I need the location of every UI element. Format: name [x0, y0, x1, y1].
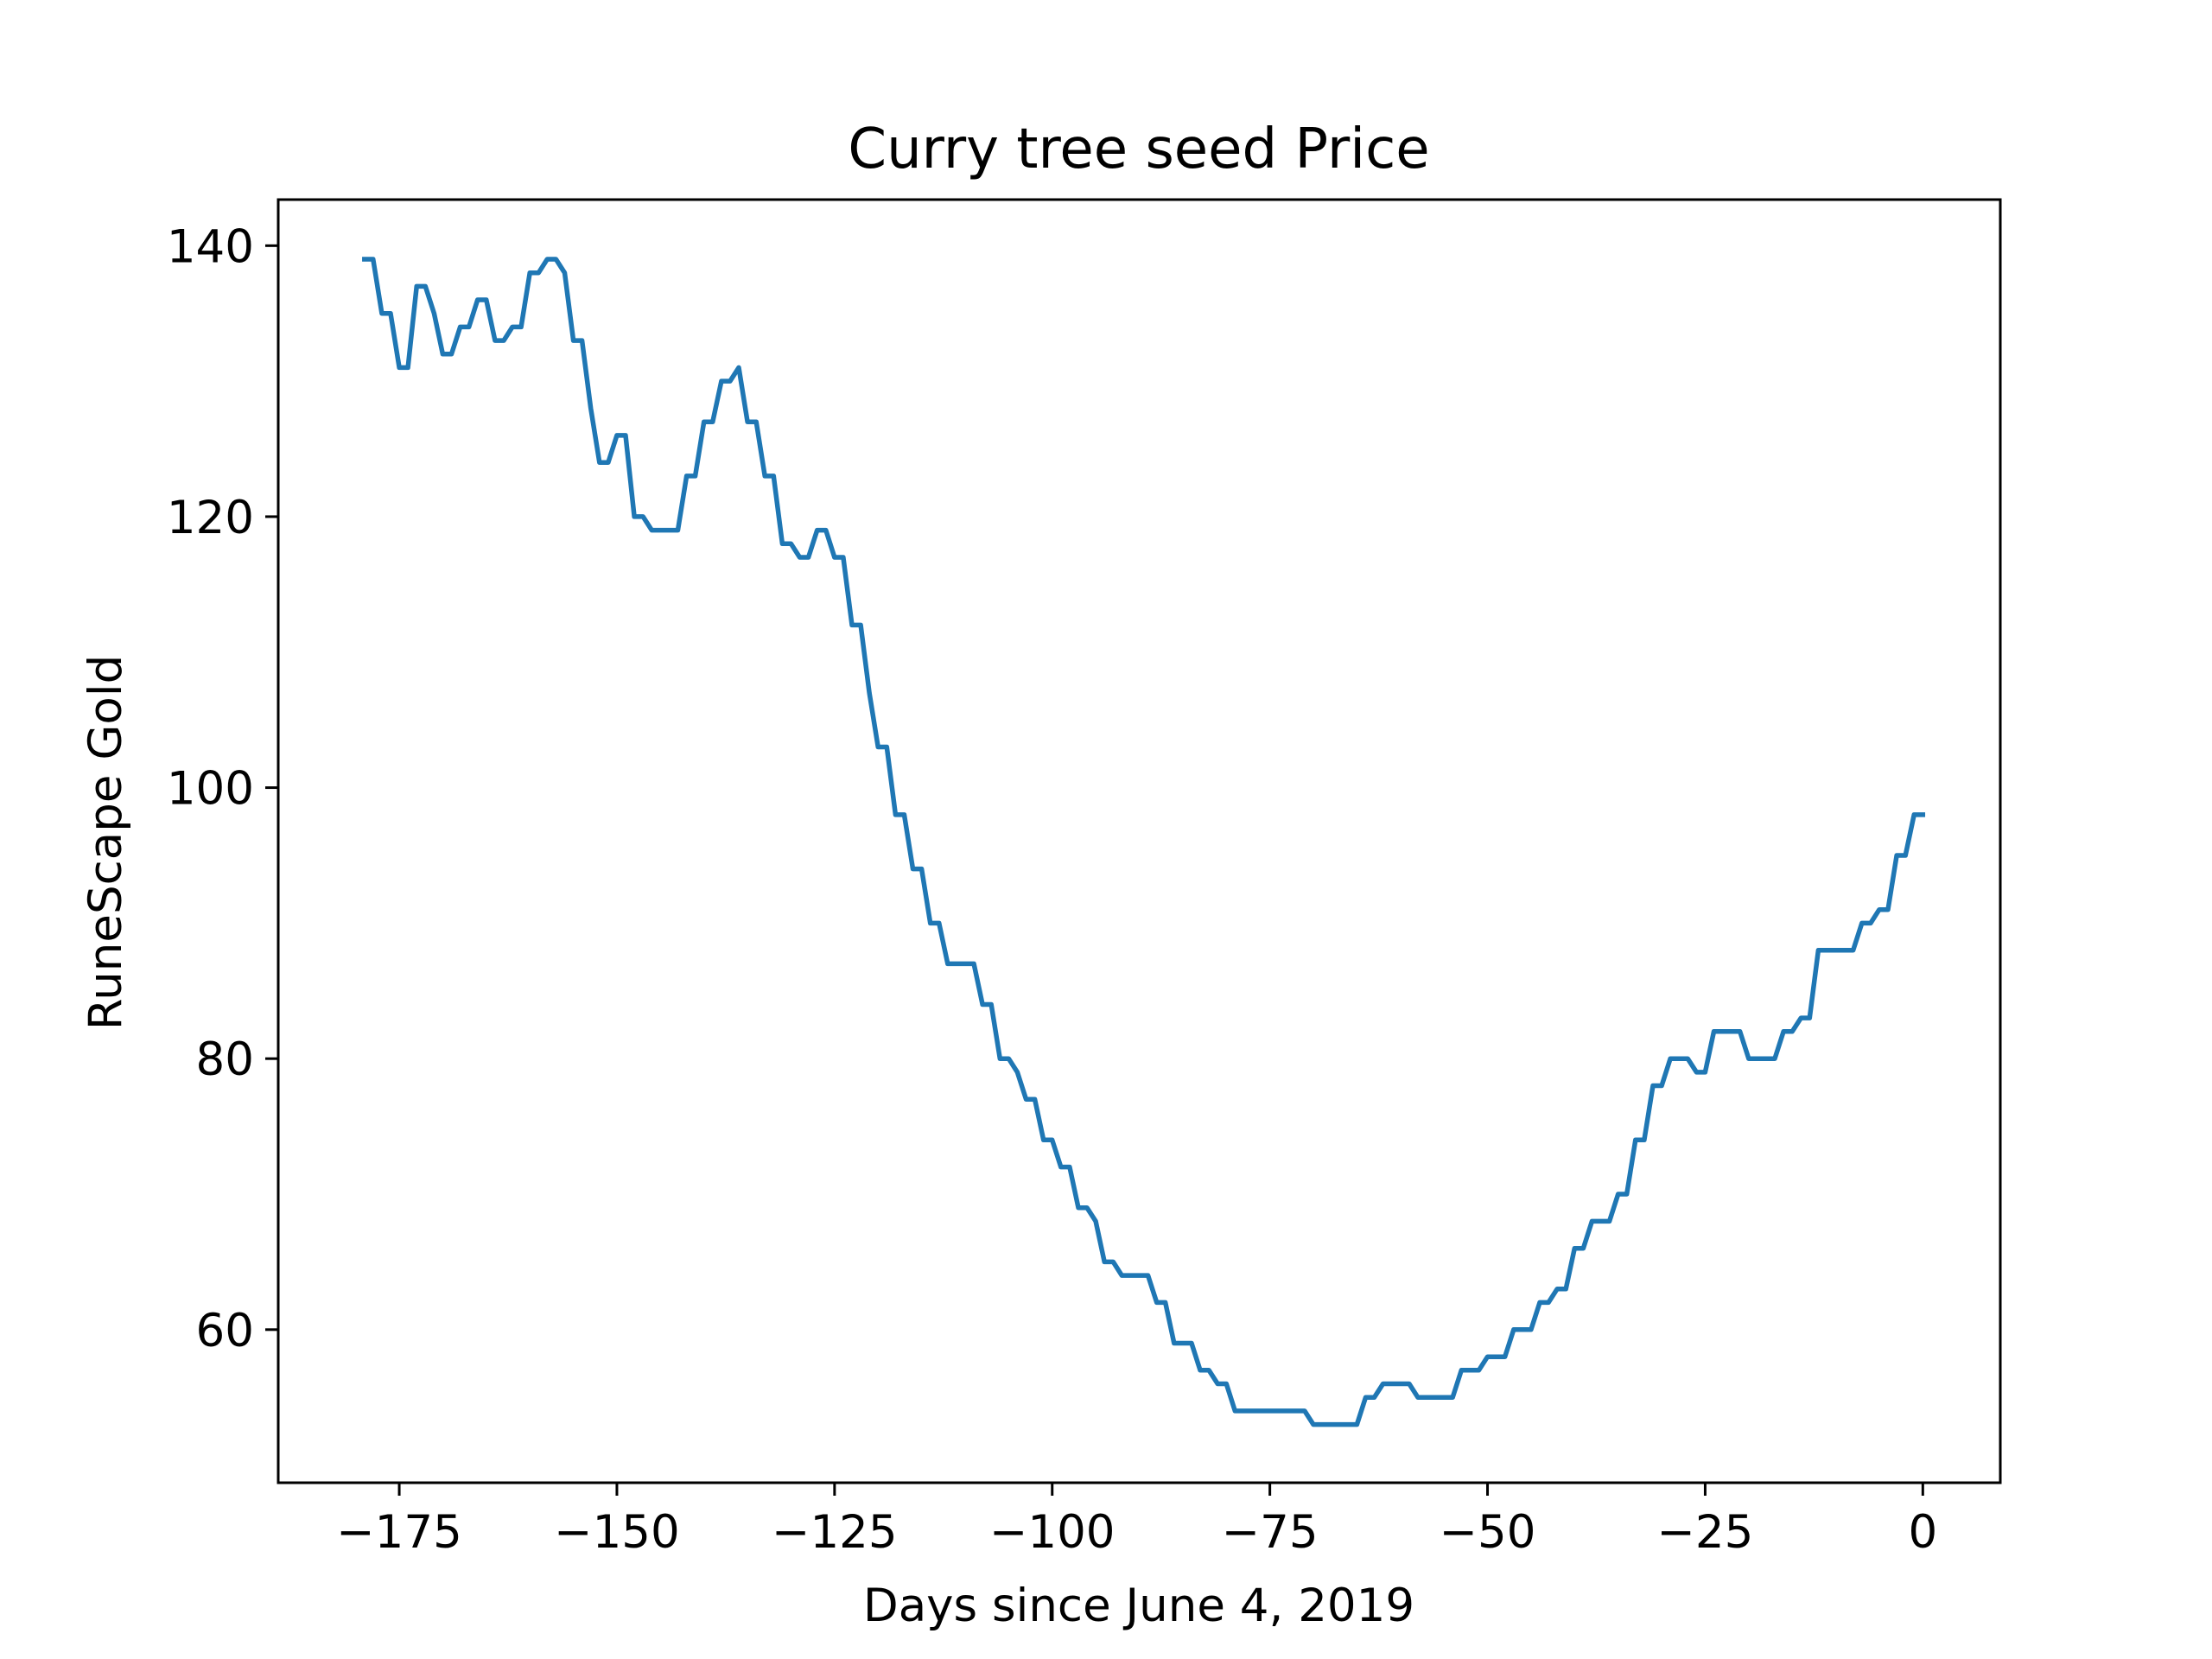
x-tick-label: −50 — [1440, 1506, 1536, 1559]
x-tick-label: −25 — [1656, 1506, 1753, 1559]
chart-title: Curry tree seed Price — [848, 118, 1429, 181]
price-series-line — [362, 257, 1926, 1427]
y-axis-label: RuneScape Gold — [79, 655, 132, 1030]
y-tick-label: 100 — [167, 763, 254, 816]
x-axis-ticks: −175 −150 −125 −100 −75 −50 −25 0 — [336, 1483, 1937, 1559]
x-tick-label: −125 — [772, 1506, 898, 1559]
x-tick-label: −100 — [989, 1506, 1116, 1559]
x-tick-label: 0 — [1908, 1506, 1937, 1559]
x-tick-label: −150 — [554, 1506, 680, 1559]
y-tick-label: 120 — [167, 492, 254, 544]
y-tick-label: 140 — [167, 220, 254, 273]
y-tick-label: 60 — [196, 1305, 254, 1357]
axes-frame — [276, 198, 2002, 1484]
x-tick-label: −175 — [336, 1506, 462, 1559]
y-axis-ticks: 60 80 100 120 140 — [167, 220, 278, 1357]
x-tick-label: −75 — [1222, 1506, 1319, 1559]
y-tick-label: 80 — [196, 1033, 254, 1086]
plot-area — [362, 257, 1926, 1427]
x-axis-label: Days since June 4, 2019 — [863, 1580, 1414, 1632]
